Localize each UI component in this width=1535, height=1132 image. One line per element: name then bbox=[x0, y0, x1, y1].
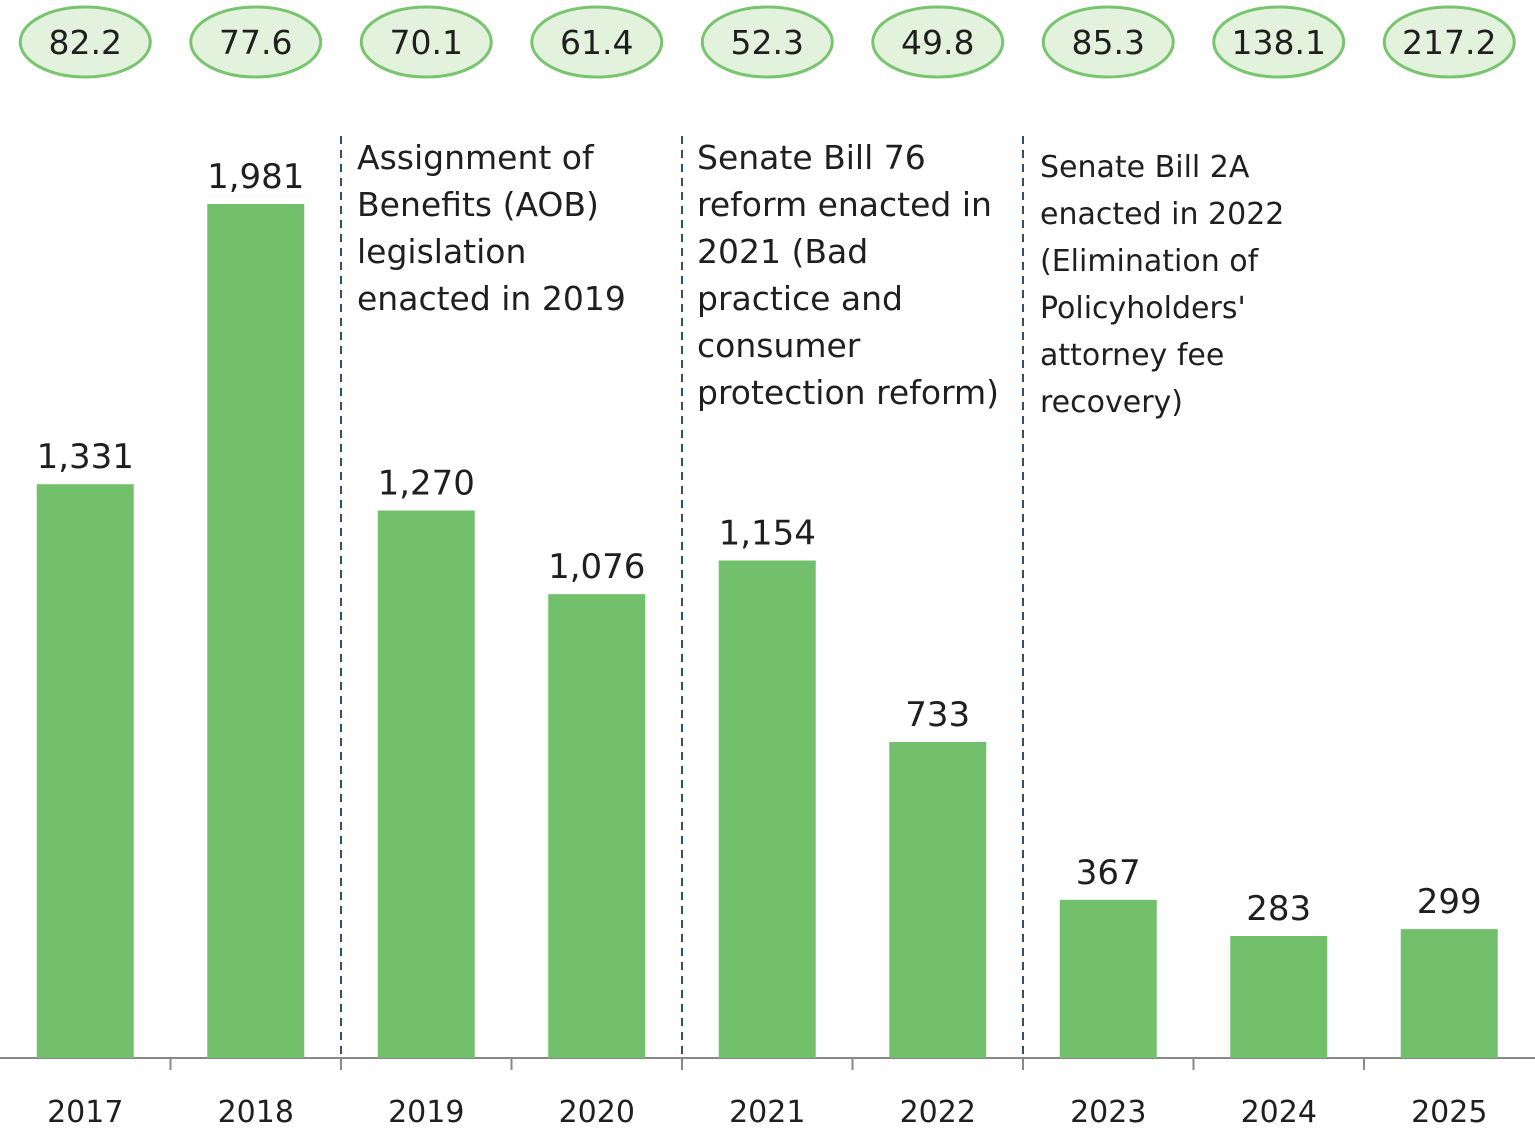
top-value-label: 61.4 bbox=[560, 23, 633, 62]
bar-2018 bbox=[207, 204, 305, 1058]
top-value-oval bbox=[1212, 5, 1346, 79]
x-tick-label: 2021 bbox=[729, 1095, 805, 1130]
x-tick-label: 2023 bbox=[1070, 1095, 1146, 1130]
bar-2022 bbox=[889, 742, 987, 1058]
bar-value-label: 1,154 bbox=[719, 514, 816, 554]
top-value-label: 82.2 bbox=[49, 23, 122, 62]
bar-2021 bbox=[718, 560, 816, 1058]
bar-value-label: 1,331 bbox=[37, 437, 134, 477]
bar-value-label: 299 bbox=[1417, 882, 1482, 922]
top-value-oval bbox=[359, 5, 493, 79]
bar-2024 bbox=[1230, 936, 1328, 1058]
top-value-label: 49.8 bbox=[901, 23, 974, 62]
bar-2017 bbox=[36, 484, 134, 1058]
top-value-label: 85.3 bbox=[1072, 23, 1145, 62]
x-tick-label: 2022 bbox=[900, 1095, 976, 1130]
bar-2019 bbox=[377, 510, 475, 1059]
top-value-oval bbox=[189, 5, 323, 79]
x-tick-label: 2020 bbox=[559, 1095, 635, 1130]
bar-value-label: 367 bbox=[1076, 853, 1141, 893]
bar-2023 bbox=[1059, 899, 1157, 1058]
bar-2025 bbox=[1400, 929, 1498, 1058]
bar-value-label: 1,076 bbox=[548, 547, 645, 587]
top-value-oval bbox=[871, 5, 1005, 79]
annotation-aob: Assignment of Benefits (AOB) legislation… bbox=[357, 138, 626, 318]
top-value-oval bbox=[530, 5, 664, 79]
top-value-label: 217.2 bbox=[1402, 23, 1496, 62]
bar-value-label: 283 bbox=[1246, 889, 1311, 929]
bar-value-label: 1,270 bbox=[378, 464, 475, 504]
top-value-label: 52.3 bbox=[731, 23, 804, 62]
top-value-label: 77.6 bbox=[219, 23, 292, 62]
top-value-label: 70.1 bbox=[390, 23, 463, 62]
top-value-oval bbox=[18, 5, 152, 79]
x-tick-label: 2024 bbox=[1241, 1095, 1317, 1130]
annotation-sb76: Senate Bill 76 reform enacted in 2021 (B… bbox=[697, 138, 1000, 412]
x-tick-label: 2025 bbox=[1411, 1095, 1487, 1130]
top-value-oval bbox=[700, 5, 834, 79]
top-value-oval bbox=[1041, 5, 1175, 79]
x-tick-label: 2017 bbox=[47, 1095, 123, 1130]
top-value-oval bbox=[1382, 5, 1516, 79]
bar-value-label: 1,981 bbox=[207, 157, 304, 197]
x-tick-label: 2018 bbox=[218, 1095, 294, 1130]
bar-2020 bbox=[548, 594, 646, 1058]
bar-value-label: 733 bbox=[905, 695, 970, 735]
top-value-label: 138.1 bbox=[1232, 23, 1326, 62]
x-tick-label: 2019 bbox=[388, 1095, 464, 1130]
annotation-sb2a: Senate Bill 2A enacted in 2022 (Eliminat… bbox=[1040, 150, 1285, 420]
